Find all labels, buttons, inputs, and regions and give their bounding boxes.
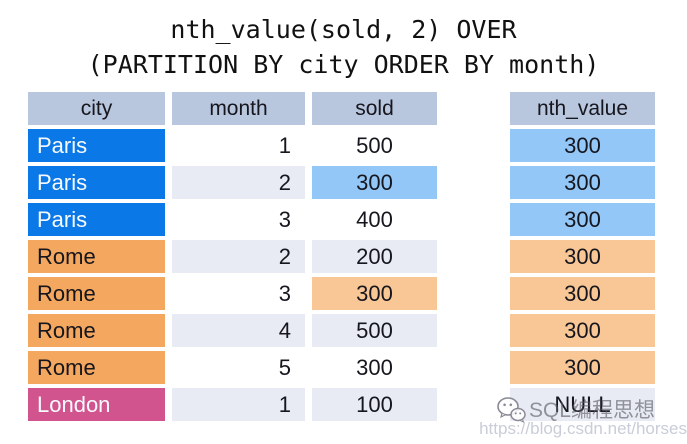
header-nth-value: nth_value [510,92,655,125]
result-table: city month sold nth_value Paris 1 500 30… [28,92,655,425]
table-row: Rome 4 500 300 [28,314,655,347]
cell-sold: 500 [312,314,437,347]
cell-nth-value: 300 [510,203,655,236]
cell-month: 3 [278,280,291,306]
cell-month: 4 [172,314,305,347]
cell-sold: 500 [356,132,393,158]
query-title-line1: nth_value(sold, 2) OVER [170,15,517,44]
table-row: Paris 2 300 300 [28,166,655,199]
query-title: nth_value(sold, 2) OVER (PARTITION BY ci… [0,0,687,82]
cell-city: Paris [28,166,165,199]
cell-sold-highlighted: 300 [312,277,437,310]
cell-sold-highlighted: 300 [312,166,437,199]
cell-sold: 300 [356,354,393,380]
cell-sold: 100 [312,388,437,421]
cell-month: 5 [278,354,291,380]
table-row: Rome 2 200 300 [28,240,655,273]
cell-nth-value: 300 [510,129,655,162]
header-sold: sold [312,92,437,125]
table-row: London 1 100 NULL [28,388,655,421]
cell-nth-value: 300 [510,314,655,347]
table-header-row: city month sold nth_value [28,92,655,125]
cell-city: Rome [28,351,165,384]
cell-month: 1 [172,388,305,421]
cell-nth-value: 300 [510,277,655,310]
cell-city: London [28,388,165,421]
cell-nth-value-null: NULL [510,388,655,421]
header-city: city [28,92,165,125]
cell-nth-value: 300 [510,166,655,199]
table-row: Paris 3 400 300 [28,203,655,236]
cell-month: 2 [172,240,305,273]
cell-nth-value: 300 [510,240,655,273]
table-row: Rome 3 300 300 [28,277,655,310]
cell-city: Paris [28,203,165,236]
cell-sold: 400 [356,206,393,232]
cell-city: Rome [28,240,165,273]
header-month: month [172,92,305,125]
table-row: Paris 1 500 300 [28,129,655,162]
cell-city: Rome [28,314,165,347]
cell-sold: 200 [312,240,437,273]
wechat-icon [496,396,526,423]
cell-month: 3 [278,206,291,232]
cell-month: 1 [278,132,291,158]
query-title-line2: (PARTITION BY city ORDER BY month) [87,50,600,79]
cell-city: Paris [28,129,165,162]
watermark-url: https://blog.csdn.net/horses [479,419,687,438]
cell-month: 2 [172,166,305,199]
table-row: Rome 5 300 300 [28,351,655,384]
cell-nth-value: 300 [510,351,655,384]
watermark-brand: SQL编程思想 [528,399,655,422]
cell-city: Rome [28,277,165,310]
watermark: SQL编程思想 [496,394,655,424]
